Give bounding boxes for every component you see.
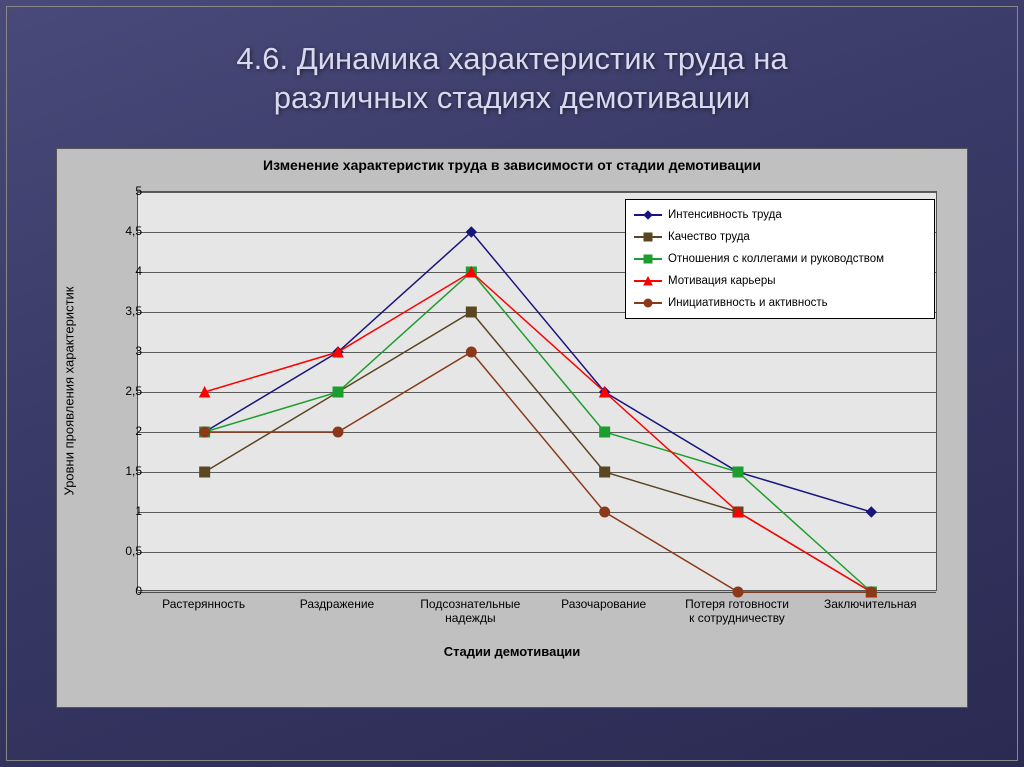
marker	[644, 255, 652, 263]
x-tick-label: Разочарование	[529, 597, 679, 611]
y-tick-label: 0,5	[102, 544, 142, 558]
x-tick-label: Потеря готовности к сотрудничеству	[662, 597, 812, 626]
legend-row: Отношения с коллегами и руководством	[634, 248, 926, 270]
marker	[866, 587, 876, 597]
chart-title: Изменение характеристик труда в зависимо…	[57, 157, 967, 173]
y-tick-label: 0	[102, 584, 142, 598]
legend-label: Интенсивность труда	[668, 209, 782, 221]
legend-swatch	[634, 297, 662, 309]
legend-row: Интенсивность труда	[634, 204, 926, 226]
x-tick-label: Заключительная	[795, 597, 945, 611]
marker	[466, 347, 476, 357]
marker	[333, 387, 343, 397]
series-line	[205, 352, 872, 592]
y-tick-label: 4	[102, 264, 142, 278]
marker	[200, 427, 210, 437]
y-tick-label: 3,5	[102, 304, 142, 318]
marker	[644, 211, 652, 219]
marker	[200, 467, 210, 477]
y-tick-label: 2	[102, 424, 142, 438]
y-tick-label: 3	[102, 344, 142, 358]
y-tick-label: 2,5	[102, 384, 142, 398]
marker	[733, 467, 743, 477]
series-line	[205, 312, 872, 592]
y-tick-label: 1	[102, 504, 142, 518]
marker	[200, 387, 210, 397]
marker	[733, 587, 743, 597]
x-axis-title: Стадии демотивации	[57, 644, 967, 659]
marker	[600, 507, 610, 517]
marker	[866, 507, 876, 517]
marker	[466, 307, 476, 317]
marker	[600, 427, 610, 437]
marker	[644, 299, 652, 307]
y-axis-title: Уровни проявления характеристик	[62, 287, 77, 496]
x-tick-label: Подсознательные надежды	[395, 597, 545, 626]
legend-row: Качество труда	[634, 226, 926, 248]
marker	[600, 467, 610, 477]
legend-swatch	[634, 231, 662, 243]
chart-panel: Изменение характеристик труда в зависимо…	[56, 148, 968, 708]
y-tick-label: 1,5	[102, 464, 142, 478]
marker	[644, 277, 652, 285]
x-tick-label: Растерянность	[129, 597, 279, 611]
legend-swatch	[634, 253, 662, 265]
y-tick-label: 4,5	[102, 224, 142, 238]
legend-swatch	[634, 209, 662, 221]
legend-label: Инициативность и активность	[668, 297, 828, 309]
x-tick-label: Раздражение	[262, 597, 412, 611]
legend: Интенсивность труда Качество труда Отношен…	[625, 199, 935, 319]
legend-label: Качество труда	[668, 231, 750, 243]
legend-swatch	[634, 275, 662, 287]
marker	[644, 233, 652, 241]
legend-row: Инициативность и активность	[634, 292, 926, 314]
marker	[333, 427, 343, 437]
legend-label: Отношения с коллегами и руководством	[668, 253, 884, 265]
legend-row: Мотивация карьеры	[634, 270, 926, 292]
y-tick-label: 5	[102, 184, 142, 198]
slide-title: 4.6. Динамика характеристик труда на раз…	[0, 40, 1024, 118]
legend-label: Мотивация карьеры	[668, 275, 775, 287]
